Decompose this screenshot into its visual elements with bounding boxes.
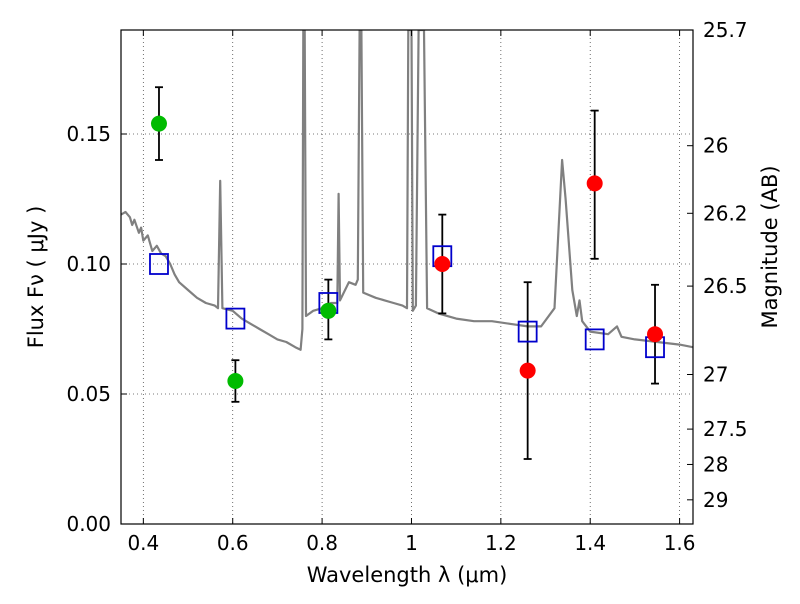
y-tick-label: 0.00: [66, 512, 111, 536]
x-tick-label: 1.2: [485, 531, 517, 555]
x-tick-label: 0.6: [217, 531, 249, 555]
x-tick-label: 0.4: [127, 531, 159, 555]
data-point: [519, 362, 536, 379]
data-point: [320, 302, 337, 319]
model-square: [149, 253, 169, 275]
sed-model-line: [121, 30, 693, 351]
y-tick-label: 0.15: [66, 122, 111, 146]
data-point: [150, 115, 167, 132]
data-point: [227, 373, 244, 389]
right-tick-label: 25.7: [703, 18, 748, 42]
right-tick-label: 27.5: [703, 417, 748, 441]
axis-ticks: 0.4 0.6 0.8 1 1.2 1.4 1.6 0.00 0.05 0.10 0.15 25.7 2…: [66, 18, 747, 555]
y-tick-label: 0.05: [66, 382, 111, 406]
right-tick-label: 28: [703, 452, 728, 476]
x-tick-label: 1.6: [664, 531, 696, 555]
model-square: [225, 307, 246, 330]
model-square: [584, 328, 605, 351]
right-tick-label: 29: [703, 488, 728, 512]
x-axis-label: Wavelength λ (μm): [307, 563, 508, 587]
right-axis-label: Magnitude (AB): [758, 165, 782, 328]
x-tick-label: 1.4: [574, 531, 606, 555]
right-tick-label: 26.2: [703, 201, 748, 225]
plot-frame: [120, 29, 694, 525]
observed-photometry-points: [150, 115, 664, 389]
data-point: [647, 326, 664, 343]
right-tick-label: 27: [703, 363, 728, 387]
right-tick-label: 26.5: [703, 274, 748, 298]
data-point: [434, 256, 451, 272]
data-point: [586, 175, 603, 192]
right-tick-label: 26: [703, 134, 728, 158]
x-tick-label: 0.8: [306, 531, 338, 555]
model-square: [517, 320, 538, 343]
y-tick-label: 0.10: [66, 252, 111, 276]
x-tick-label: 1: [405, 531, 418, 555]
y-axis-label: Flux Fν ( μJy ): [24, 206, 48, 349]
sed-line-path: [121, 30, 693, 351]
